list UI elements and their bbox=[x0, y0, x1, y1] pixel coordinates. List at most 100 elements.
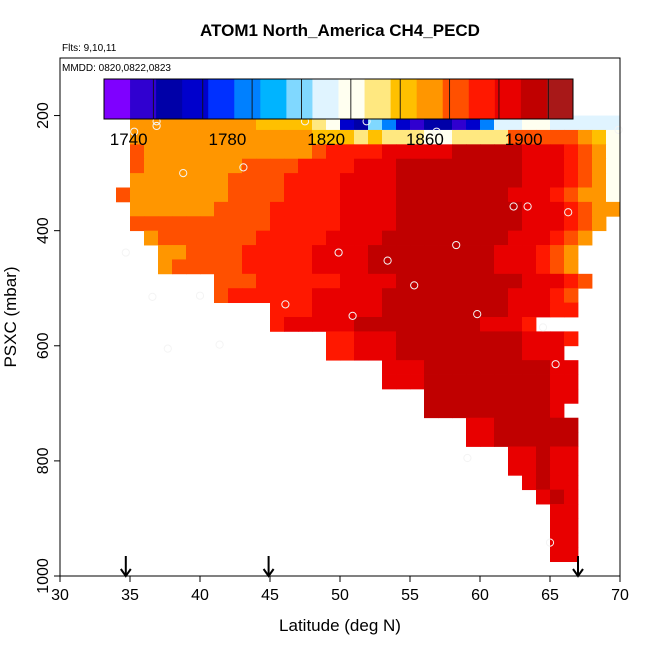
heatmap-cell bbox=[396, 345, 411, 361]
heatmap-cell bbox=[438, 129, 453, 145]
heatmap-cell bbox=[256, 245, 271, 260]
heatmap-cell bbox=[270, 129, 285, 145]
heatmap-cell bbox=[550, 374, 565, 390]
heatmap-cell bbox=[326, 331, 341, 347]
heatmap-cell bbox=[424, 302, 439, 318]
heatmap-cell bbox=[424, 317, 439, 332]
heatmap-cell bbox=[396, 288, 411, 304]
heatmap-cell bbox=[466, 374, 481, 390]
heatmap-cell bbox=[326, 144, 341, 160]
sample-point bbox=[564, 208, 573, 217]
heatmap-cell bbox=[382, 259, 397, 275]
colorbar-frame bbox=[103, 78, 574, 120]
heatmap-cell bbox=[522, 302, 537, 318]
heatmap-cell bbox=[312, 245, 327, 260]
heatmap-cell bbox=[158, 245, 173, 260]
colorbar-segment bbox=[364, 79, 392, 119]
heatmap-cell bbox=[256, 158, 271, 174]
heatmap-cell bbox=[424, 158, 439, 174]
heatmap-cell bbox=[270, 158, 285, 174]
heatmap-cell bbox=[410, 345, 425, 361]
heatmap-cell bbox=[592, 173, 607, 188]
heatmap-cell bbox=[410, 273, 425, 289]
heatmap-cell bbox=[508, 201, 523, 217]
heatmap-cell bbox=[550, 129, 565, 145]
heatmap-cell bbox=[494, 158, 509, 174]
heatmap-cells bbox=[116, 101, 621, 563]
heatmap-cell bbox=[354, 187, 369, 203]
heatmap-cell bbox=[158, 216, 173, 232]
heatmap-cell bbox=[410, 216, 425, 232]
heatmap-cell bbox=[564, 259, 579, 275]
sample-point bbox=[463, 453, 472, 463]
heatmap-cell bbox=[172, 201, 187, 217]
heatmap-cell bbox=[522, 460, 537, 476]
sample-point bbox=[410, 281, 419, 290]
heatmap-cell bbox=[298, 302, 313, 318]
heatmap-cell bbox=[354, 259, 369, 275]
colorbar-segment bbox=[442, 79, 470, 119]
heatmap-cell bbox=[424, 259, 439, 275]
heatmap-cell bbox=[368, 144, 383, 160]
heatmap-cell bbox=[480, 302, 495, 318]
colorbar-tick-label: 1780 bbox=[209, 130, 247, 149]
heatmap-cell bbox=[368, 273, 383, 289]
heatmap-cell bbox=[396, 273, 411, 289]
heatmap-cell bbox=[130, 173, 145, 188]
heatmap-cell bbox=[340, 230, 355, 246]
heatmap-cell bbox=[494, 331, 509, 347]
sample-point bbox=[148, 292, 157, 301]
heatmap-cell bbox=[452, 302, 467, 318]
colorbar bbox=[103, 78, 574, 120]
heatmap-cell bbox=[522, 374, 537, 390]
heatmap-cell bbox=[606, 187, 621, 203]
heatmap-cell bbox=[438, 201, 453, 217]
heatmap-cell bbox=[536, 259, 551, 275]
heatmap-cell bbox=[452, 331, 467, 347]
colorbar-segment bbox=[390, 79, 418, 119]
heatmap-cell bbox=[480, 360, 495, 375]
heatmap-cell bbox=[130, 187, 145, 203]
heatmap-cell bbox=[410, 230, 425, 246]
heatmap-cell bbox=[270, 317, 285, 332]
heatmap-cell bbox=[228, 158, 243, 174]
heatmap-cell bbox=[522, 403, 537, 419]
heatmap-cell bbox=[354, 230, 369, 246]
heatmap-cell bbox=[382, 331, 397, 347]
heatmap-cell bbox=[298, 259, 313, 275]
heatmap-cell bbox=[564, 532, 579, 548]
heatmap-cell bbox=[326, 259, 341, 275]
y-axis: 200 400 600 800 1000 bbox=[35, 102, 60, 594]
heatmap-cell bbox=[536, 345, 551, 361]
heatmap-cell bbox=[256, 129, 271, 145]
heatmap-cell bbox=[382, 374, 397, 390]
heatmap-cell bbox=[354, 317, 369, 332]
heatmap-cell bbox=[326, 201, 341, 217]
heatmap-cell bbox=[424, 201, 439, 217]
heatmap-cell bbox=[270, 273, 285, 289]
sample-point bbox=[614, 125, 623, 135]
heatmap-cell bbox=[144, 230, 159, 246]
heatmap-cell bbox=[564, 374, 579, 390]
heatmap-cell bbox=[326, 288, 341, 304]
heatmap-cell bbox=[424, 230, 439, 246]
heatmap-cell bbox=[606, 129, 621, 145]
heatmap-cell bbox=[368, 201, 383, 217]
heatmap-cell bbox=[438, 144, 453, 160]
heatmap-cell bbox=[172, 245, 187, 260]
heatmap-cell bbox=[396, 259, 411, 275]
heatmap-cell bbox=[424, 374, 439, 390]
heatmap-cell bbox=[550, 518, 565, 534]
heatmap-cell bbox=[242, 144, 257, 160]
heatmap-cell bbox=[186, 173, 201, 188]
heatmap-cell bbox=[368, 129, 383, 145]
heatmap-cell bbox=[494, 403, 509, 419]
heatmap-cell bbox=[284, 230, 299, 246]
heatmap-cell bbox=[396, 201, 411, 217]
heatmap-cell bbox=[368, 302, 383, 318]
heatmap-cell bbox=[480, 230, 495, 246]
heatmap-cell bbox=[550, 475, 565, 491]
heatmap-cell bbox=[452, 259, 467, 275]
heatmap-cell bbox=[382, 230, 397, 246]
heatmap-cell bbox=[564, 187, 579, 203]
